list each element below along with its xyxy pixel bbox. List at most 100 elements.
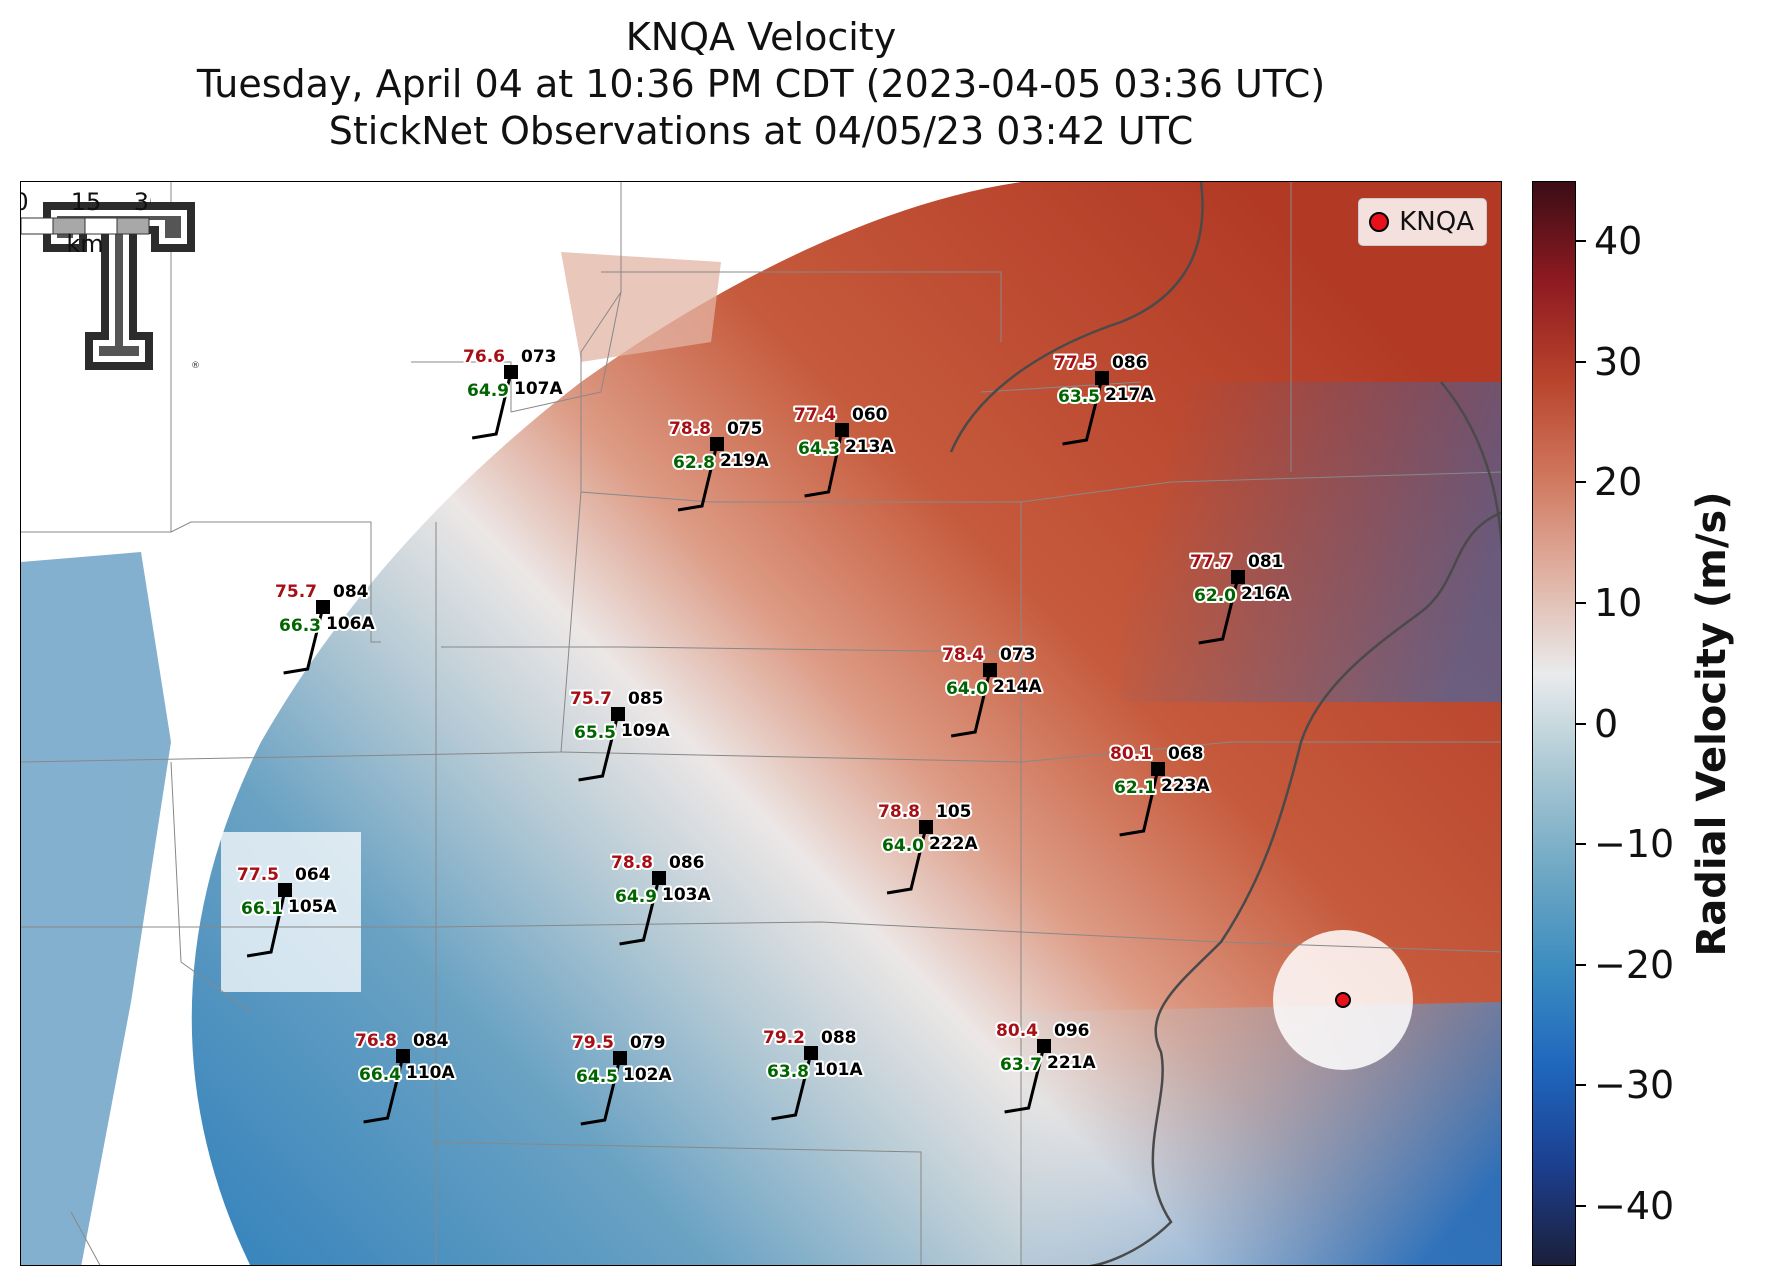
station-wind-direction: 081 [1248, 552, 1284, 572]
station-marker [1095, 371, 1109, 385]
station-id: 109A [621, 721, 670, 741]
station-temperature: 78.4 [942, 645, 984, 665]
station-plot-109A[interactable]: 75.7 085 65.5 109A [568, 687, 672, 782]
station-id: 213A [845, 437, 894, 457]
station-dewpoint: 66.3 [279, 616, 321, 636]
station-plot-102A[interactable]: 79.5 079 64.5 102A [570, 1031, 674, 1126]
station-plot-219A[interactable]: 78.8 075 62.8 219A [667, 417, 771, 512]
wind-barb [471, 371, 513, 440]
colorbar-tick-label: −30 [1594, 1063, 1675, 1108]
county-borders [21, 182, 1501, 1265]
wind-barb [804, 429, 844, 498]
station-dewpoint: 63.8 [767, 1062, 809, 1082]
station-dewpoint: 63.5 [1058, 387, 1100, 407]
station-id: 101A [814, 1060, 863, 1080]
station-temperature: 77.5 [237, 865, 279, 885]
radar-map[interactable]: 76.6 073 64.9 107A 78.8 075 62.8 219A 77.4 060 64.… [20, 181, 1502, 1266]
station-marker [710, 437, 724, 451]
station-plot-223A[interactable]: 80.1 068 62.1 223A [1108, 742, 1212, 837]
station-wind-direction: 105 [936, 802, 972, 822]
colorbar-tick-label: 30 [1594, 339, 1643, 384]
radar-site-marker[interactable] [1335, 992, 1351, 1008]
station-marker [504, 365, 518, 379]
figure-title: KNQA Velocity Tuesday, April 04 at 10:36… [20, 14, 1502, 155]
station-wind-direction: 085 [628, 689, 664, 709]
station-temperature: 77.4 [794, 405, 836, 425]
station-wind-direction: 096 [1054, 1021, 1090, 1041]
logo-registered-mark: ® [191, 361, 200, 371]
station-temperature: 75.7 [570, 689, 612, 709]
station-plot-213A[interactable]: 77.4 060 64.3 213A [792, 403, 896, 498]
station-wind-direction: 084 [333, 582, 369, 602]
colorbar-tick-mark [1576, 1084, 1586, 1087]
colorbar-tick-mark [1576, 481, 1586, 484]
station-plot-217A[interactable]: 77.5 086 63.5 217A [1052, 351, 1156, 446]
state-border [949, 182, 1501, 1265]
station-temperature: 79.2 [763, 1028, 805, 1048]
station-dewpoint: 66.4 [359, 1065, 401, 1085]
wind-barb [1004, 1045, 1046, 1114]
station-plot-106A[interactable]: 75.7 084 66.3 106A [273, 580, 377, 675]
station-id: 105A [288, 897, 337, 917]
station-plot-216A[interactable]: 77.7 081 62.0 216A [1188, 550, 1292, 645]
colorbar-tick-mark [1576, 601, 1586, 604]
colorbar-tick-label: 20 [1594, 460, 1643, 505]
sparse-returns [21, 252, 721, 1265]
scale-bar: 0 15 30 km [21, 188, 151, 252]
station-marker [613, 1051, 627, 1065]
colorbar-tick-mark [1576, 963, 1586, 966]
station-wind-direction: 073 [521, 347, 557, 367]
station-wind-direction: 086 [1112, 353, 1148, 373]
station-temperature: 77.7 [1190, 552, 1232, 572]
wind-barb [246, 889, 287, 958]
station-dewpoint: 62.0 [1194, 586, 1236, 606]
map-legend: KNQA [1358, 198, 1487, 246]
station-temperature: 78.8 [878, 802, 920, 822]
station-marker [983, 663, 997, 677]
station-plot-107A[interactable]: 76.6 073 64.9 107A [461, 345, 565, 440]
station-temperature: 77.5 [1054, 353, 1096, 373]
wind-barb [619, 877, 661, 946]
colorbar-tick-label: 0 [1594, 701, 1619, 746]
station-marker [1151, 762, 1165, 776]
double-t-logo-icon: ® [43, 202, 200, 371]
station-dewpoint: 65.5 [574, 723, 616, 743]
station-temperature: 80.1 [1110, 744, 1152, 764]
station-marker [316, 600, 330, 614]
station-dewpoint: 63.7 [1000, 1055, 1042, 1075]
station-temperature: 79.5 [572, 1033, 614, 1053]
station-plot-101A[interactable]: 79.2 088 63.8 101A [761, 1026, 865, 1121]
station-plot-222A[interactable]: 78.8 105 64.0 222A [876, 800, 980, 895]
station-temperature: 76.6 [463, 347, 505, 367]
station-plot-110A[interactable]: 76.8 084 66.4 110A [353, 1029, 457, 1124]
station-plot-214A[interactable]: 78.4 073 64.0 214A [940, 643, 1044, 738]
wind-barb [1198, 576, 1240, 645]
station-dewpoint: 64.0 [882, 836, 924, 856]
station-dewpoint: 62.8 [673, 453, 715, 473]
station-plot-105A[interactable]: 77.5 064 66.1 105A [235, 863, 339, 958]
station-dewpoint: 64.9 [467, 381, 509, 401]
wind-barb [580, 1057, 622, 1126]
colorbar-tick-mark [1576, 722, 1586, 725]
station-id: 110A [406, 1063, 455, 1083]
colorbar-tick-mark [1576, 843, 1586, 846]
station-plot-221A[interactable]: 80.4 096 63.7 221A [994, 1019, 1098, 1114]
station-wind-direction: 068 [1168, 744, 1204, 764]
station-id: 106A [326, 614, 375, 634]
scale-tick-15: 15 [71, 188, 102, 216]
station-temperature: 76.8 [355, 1031, 397, 1051]
station-marker [835, 423, 849, 437]
station-marker [278, 883, 292, 897]
scale-tick-30: 30 [134, 188, 151, 216]
station-id: 216A [1241, 584, 1290, 604]
station-plot-103A[interactable]: 78.8 086 64.9 103A [609, 851, 713, 946]
station-wind-direction: 084 [413, 1031, 449, 1051]
station-id: 103A [662, 885, 711, 905]
scale-tick-0: 0 [21, 188, 29, 216]
colorbar-gradient [1532, 181, 1576, 1266]
station-wind-direction: 075 [727, 419, 763, 439]
station-temperature: 78.8 [669, 419, 711, 439]
colorbar-tick-label: −40 [1594, 1183, 1675, 1228]
colorbar-tick-label: 10 [1594, 580, 1643, 625]
title-line-2: Tuesday, April 04 at 10:36 PM CDT (2023-… [196, 62, 1326, 106]
